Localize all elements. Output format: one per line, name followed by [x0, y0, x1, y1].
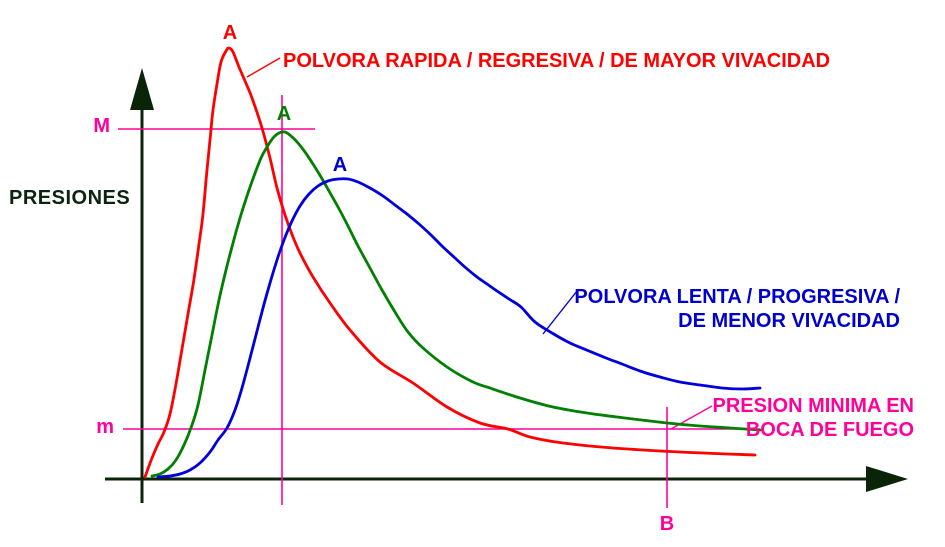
blue-curve-label-line2: DE MENOR VIVACIDAD	[678, 310, 900, 332]
medium-powder-curve	[150, 130, 762, 478]
rapid-powder-curve	[143, 46, 757, 479]
slow-powder-curve	[156, 177, 762, 479]
blue-curve-label: POLVORA LENTA / PROGRESIVA / DE MENOR VI…	[574, 285, 900, 333]
max-pressure-label-M: M	[93, 115, 110, 137]
y-axis-label: PRESIONES	[9, 187, 131, 209]
x-axis-arrowhead-icon	[866, 466, 908, 492]
min-pressure-muzzle-label: PRESION MINIMA EN BOCA DE FUEGO	[713, 394, 915, 442]
min-pressure-muzzle-label-line1: PRESION MINIMA EN	[712, 395, 915, 417]
peak-label-green-A: A	[276, 103, 292, 125]
muzzle-point-label-B: B	[659, 513, 675, 535]
peak-label-blue-A: A	[332, 154, 348, 176]
y-axis-arrowhead-icon	[130, 68, 154, 110]
leader-line-red-curve-label	[246, 57, 281, 78]
peak-label-red-A: A	[222, 22, 238, 44]
leader-line-blue-curve-label	[542, 290, 578, 335]
red-curve-label: POLVORA RAPIDA / REGRESIVA / DE MAYOR VI…	[283, 50, 831, 72]
blue-curve-label-line1: POLVORA LENTA / PROGRESIVA /	[574, 286, 900, 308]
min-pressure-label-m: m	[96, 416, 114, 438]
min-pressure-muzzle-label-line2: BOCA DE FUEGO	[745, 419, 914, 441]
